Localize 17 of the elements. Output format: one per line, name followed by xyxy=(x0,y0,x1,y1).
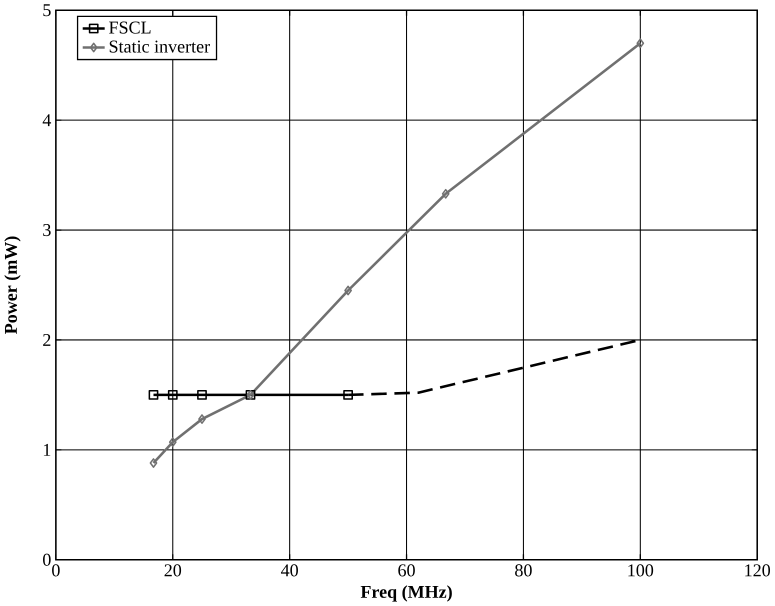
x-tick-label: 120 xyxy=(745,564,770,576)
y-tick-label: 1 xyxy=(44,444,50,456)
legend-label: FSCL xyxy=(109,22,151,34)
y-tick-label: 4 xyxy=(42,114,52,126)
y-tick-label: 0 xyxy=(43,554,51,566)
x-tick-label: 100 xyxy=(628,564,654,576)
x-axis-title: Freq (MHz) xyxy=(360,585,452,602)
y-tick-label: 3 xyxy=(43,224,51,236)
x-tick-label: 60 xyxy=(398,564,415,576)
x-tick-label: 80 xyxy=(515,564,532,576)
x-tick-label: 40 xyxy=(280,564,298,576)
y-axis-title: Power (mW) xyxy=(4,236,21,334)
x-tick-label: 20 xyxy=(164,564,182,576)
x-tick-label: 0 xyxy=(52,564,60,576)
y-tick-label: 2 xyxy=(43,334,50,346)
y-tick-label: 5 xyxy=(43,4,51,16)
legend-label: Static inverter xyxy=(110,40,210,53)
